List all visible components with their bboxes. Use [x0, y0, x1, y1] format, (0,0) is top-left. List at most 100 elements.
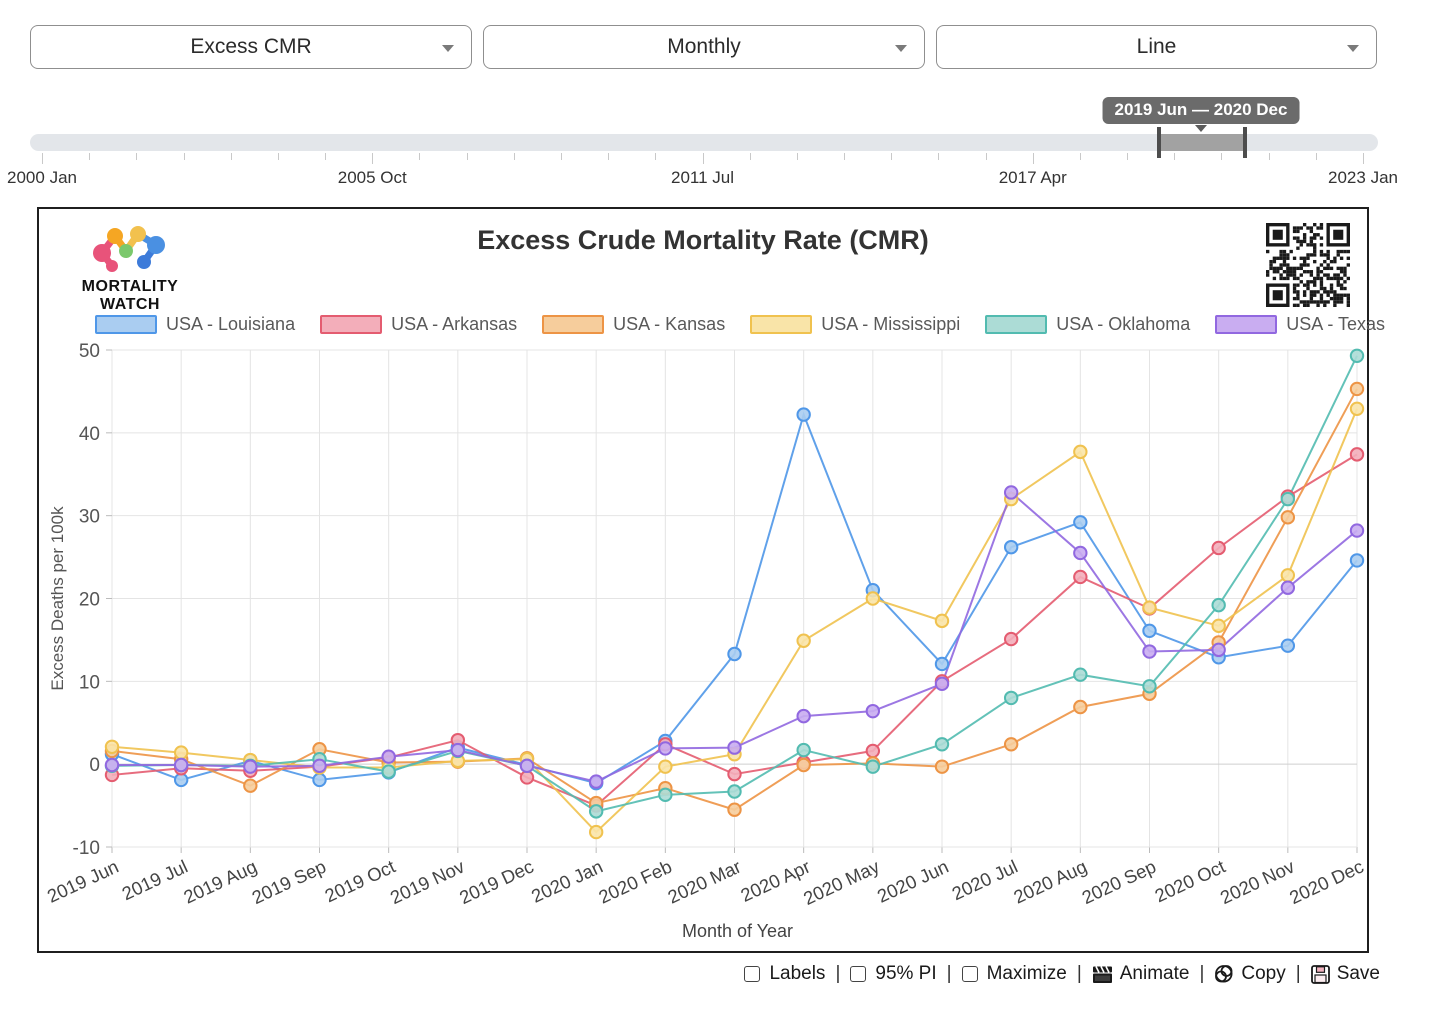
legend-item[interactable]: USA - Mississippi — [750, 314, 960, 335]
timeline-tick — [1127, 153, 1129, 160]
chart-card: MORTALITY WATCH Excess Crude Mortality R… — [37, 207, 1385, 953]
timeline-tick-label: 2011 Jul — [670, 168, 735, 187]
timeline-tick — [844, 153, 846, 160]
timeline-tick — [1363, 153, 1364, 164]
timeline-tick-label: 2005 Oct — [337, 168, 407, 187]
button-label: Copy — [1241, 963, 1286, 984]
toolbar-separator: | — [1076, 963, 1082, 984]
timeline-tick — [1221, 153, 1223, 160]
svg-text:2020 Oct: 2020 Oct — [1151, 856, 1228, 907]
logo-text-line1: MORTALITY — [81, 278, 179, 295]
legend-label: USA - Oklahoma — [1056, 314, 1191, 334]
timeline-handle-end[interactable] — [1243, 127, 1247, 158]
chart-toolbar: Labels | 95% PI | Maximize | Animate | Copy | Save — [744, 963, 1380, 985]
legend-swatch — [1215, 315, 1278, 334]
legend-item[interactable]: USA - Oklahoma — [985, 314, 1190, 335]
timeline-tick — [608, 153, 610, 160]
legend-item[interactable]: USA - Texas — [1215, 314, 1385, 335]
checkbox-label: Labels — [769, 963, 826, 984]
toolbar-checkbox-95-pi[interactable]: 95% PI — [850, 963, 937, 985]
svg-text:2020 Aug: 2020 Aug — [1010, 856, 1090, 908]
timeline-tick — [796, 153, 798, 160]
legend-swatch — [542, 315, 605, 334]
period-dropdown[interactable]: Monthly — [483, 25, 925, 69]
timeline-tick — [1032, 153, 1034, 164]
chevron-down-icon — [895, 45, 907, 52]
legend-swatch — [95, 315, 157, 334]
checkbox-label: Maximize — [986, 963, 1067, 984]
animate-button[interactable]: Animate — [1092, 963, 1190, 985]
toolbar-separator: | — [1199, 963, 1205, 984]
svg-text:Excess Deaths per 100k: Excess Deaths per 100k — [48, 506, 67, 691]
svg-text:2019 Jul: 2019 Jul — [119, 856, 191, 905]
timeline-tick-label: 2017 Apr — [998, 168, 1067, 187]
date-range-tooltip: 2019 Jun — 2020 Dec — [1102, 97, 1300, 124]
tooltip-pointer-icon — [1195, 125, 1207, 132]
legend-label: USA - Texas — [1286, 314, 1386, 334]
timeline-track[interactable] — [30, 134, 1378, 151]
checkbox-label: 95% PI — [875, 963, 937, 984]
toolbar-checkbox-maximize[interactable]: Maximize — [961, 963, 1067, 985]
svg-text:2019 Oct: 2019 Oct — [321, 856, 398, 907]
legend-item[interactable]: USA - Kansas — [542, 314, 725, 335]
checkbox-icon[interactable] — [961, 966, 978, 982]
svg-text:2020 Feb: 2020 Feb — [595, 856, 675, 908]
svg-text:50: 50 — [79, 341, 100, 362]
metric-dropdown[interactable]: Excess CMR — [30, 25, 472, 69]
toolbar-separator: | — [835, 963, 841, 984]
chevron-down-icon — [1347, 45, 1359, 52]
timeline-tick — [1315, 153, 1317, 160]
timeline-tick — [702, 153, 704, 164]
floppy-disk-icon — [1310, 964, 1330, 984]
button-label: Animate — [1119, 963, 1190, 984]
svg-text:-10: -10 — [73, 838, 100, 859]
timeline-tick — [136, 153, 138, 160]
svg-text:2020 Mar: 2020 Mar — [664, 856, 744, 908]
save-button[interactable]: Save — [1310, 963, 1380, 985]
timeline-tick — [985, 153, 987, 160]
chart-title: Excess Crude Mortality Rate (CMR) — [477, 225, 929, 255]
svg-text:2019 Aug: 2019 Aug — [180, 856, 260, 908]
timeline-tick — [183, 153, 185, 160]
checkbox-icon[interactable] — [850, 966, 867, 982]
mortality-watch-logo: MORTALITY WATCH — [65, 221, 195, 315]
legend-swatch — [320, 315, 383, 334]
legend-item[interactable]: USA - Louisiana — [95, 314, 295, 335]
logo-network-icon — [93, 226, 165, 272]
svg-text:2020 Jun: 2020 Jun — [874, 856, 952, 907]
svg-text:2019 Sep: 2019 Sep — [249, 856, 330, 909]
timeline-tick-label: 2023 Jan — [1328, 168, 1398, 187]
timeline-tick — [419, 153, 421, 160]
svg-text:2019 Dec: 2019 Dec — [456, 856, 537, 909]
logo-text-line2: WATCH — [100, 296, 160, 314]
timeline-tick — [372, 153, 374, 164]
metric-dropdown-value: Excess CMR — [190, 35, 312, 58]
svg-text:2020 Dec: 2020 Dec — [1286, 856, 1367, 909]
timeline-tick — [513, 153, 515, 160]
svg-text:2020 Nov: 2020 Nov — [1217, 855, 1298, 908]
timeline-selected-range[interactable] — [1158, 134, 1244, 151]
legend-item[interactable]: USA - Arkansas — [320, 314, 517, 335]
checkbox-icon[interactable] — [744, 966, 761, 982]
timeline-tick-label: 2000 Jan — [7, 168, 77, 187]
svg-text:2019 Nov: 2019 Nov — [387, 855, 468, 908]
timeline-tick — [230, 153, 232, 160]
chart-type-dropdown[interactable]: Line — [936, 25, 1377, 69]
timeline-tick — [655, 153, 657, 160]
period-dropdown-value: Monthly — [667, 35, 741, 58]
chart-type-dropdown-value: Line — [1136, 35, 1177, 58]
timeline-handle-start[interactable] — [1157, 127, 1161, 158]
timeline-tick — [42, 153, 43, 164]
timeline-tick — [1174, 153, 1176, 160]
timeline-tick — [749, 153, 751, 160]
svg-text:2020 Apr: 2020 Apr — [737, 856, 813, 906]
legend-swatch — [985, 315, 1048, 334]
copy-button[interactable]: Copy — [1214, 963, 1286, 985]
svg-text:0: 0 — [89, 755, 100, 776]
timeline-tick — [938, 153, 940, 160]
timeline-tick — [325, 153, 327, 160]
toolbar-checkbox-labels[interactable]: Labels — [744, 963, 825, 985]
toolbar-separator: | — [1295, 963, 1301, 984]
